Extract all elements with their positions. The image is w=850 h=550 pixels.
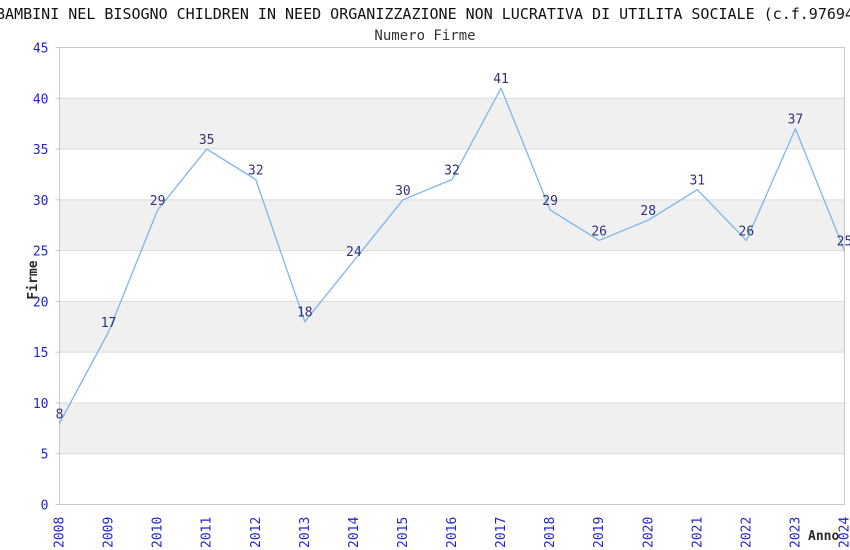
x-tick-label: 2017: [494, 517, 509, 548]
x-tick-label: 2012: [249, 517, 264, 548]
grid-band: [59, 98, 845, 150]
data-point-label: 32: [444, 164, 460, 179]
x-tick-label: 2009: [102, 517, 117, 548]
chart-subtitle: Numero Firme: [374, 28, 476, 44]
data-point-label: 17: [101, 316, 117, 331]
x-tick-label: 2014: [347, 517, 362, 548]
x-tick-label: 2008: [53, 517, 68, 548]
data-point-label: 35: [199, 133, 215, 148]
data-point-label: 18: [297, 306, 313, 321]
x-tick-label: 2013: [298, 517, 313, 548]
grid-band: [59, 199, 845, 251]
x-tick-label: 2021: [690, 517, 705, 548]
y-tick-label: 5: [41, 448, 49, 463]
series-line: [58, 87, 846, 424]
x-tick-label: 2016: [445, 517, 460, 548]
x-axis-title: Anno: [808, 529, 840, 544]
data-point-label: 41: [493, 72, 509, 87]
y-tick-label: 35: [33, 143, 49, 158]
data-point-label: 31: [689, 174, 705, 189]
x-tick-label: 2011: [200, 517, 215, 548]
x-tick-label: 2015: [396, 517, 411, 548]
data-point-label: 26: [739, 224, 755, 239]
y-tick-label: 30: [33, 194, 49, 209]
y-tick-label: 25: [33, 245, 49, 260]
y-tick-label: 40: [33, 92, 49, 107]
y-tick-label: 45: [33, 42, 49, 57]
x-tick-label: 2010: [151, 517, 166, 548]
data-point-label: 26: [591, 224, 607, 239]
data-point-label: 32: [248, 164, 264, 179]
grid-band: [59, 301, 845, 353]
data-point-label: 28: [640, 204, 656, 219]
data-point-label: 29: [542, 194, 558, 209]
x-tick-label: 2022: [739, 517, 754, 548]
plot-border: [59, 47, 845, 505]
data-point-label: 30: [395, 184, 411, 199]
x-tick-label: 2024: [838, 517, 850, 548]
y-tick-label: 15: [33, 346, 49, 361]
x-tick-label: 2020: [641, 517, 656, 548]
data-point-label: 37: [788, 113, 804, 128]
x-tick-label: 2019: [592, 517, 607, 548]
x-tick-label: 2018: [543, 517, 558, 548]
y-tick-label: 20: [33, 295, 49, 310]
x-tick-label: 2023: [788, 517, 803, 548]
data-point-label: 8: [56, 407, 64, 422]
y-tick-label: 0: [41, 499, 49, 514]
y-axis-title: Firme: [26, 260, 41, 300]
y-tick-label: 10: [33, 397, 49, 412]
data-point-label: 25: [837, 235, 850, 250]
data-point-label: 24: [346, 245, 362, 260]
chart-title: BAMBINI NEL BISOGNO CHILDREN IN NEED ORG…: [0, 5, 850, 23]
data-point-label: 29: [150, 194, 166, 209]
grid-band: [59, 402, 845, 454]
